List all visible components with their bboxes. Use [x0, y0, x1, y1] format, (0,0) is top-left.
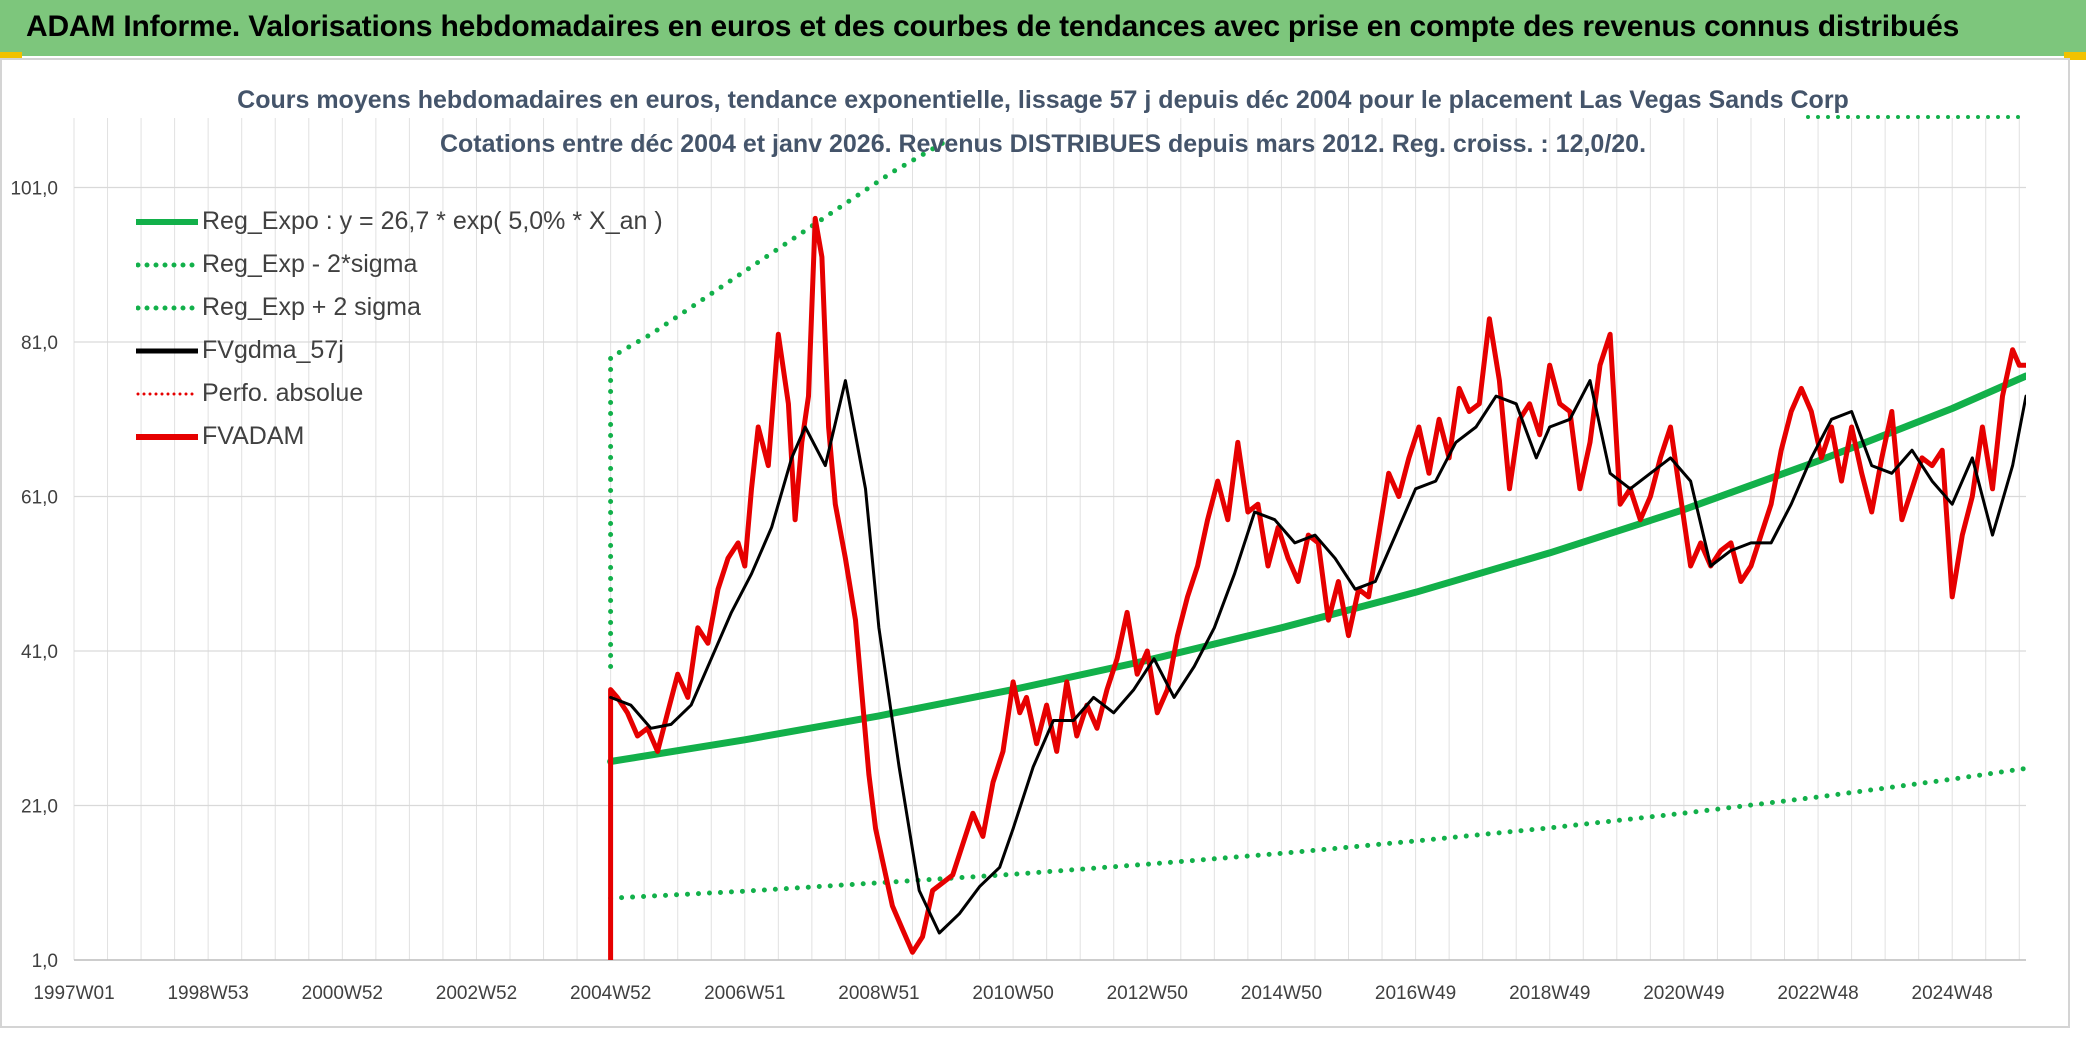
- series-reg-exp-plus-2sigma: [608, 138, 949, 669]
- corner-marker-right: [2064, 52, 2086, 60]
- legend-label-reg-expo: Reg_Expo : y = 26,7 * exp( 5,0% * X_an ): [202, 207, 663, 235]
- legend-label-fvadam: FVADAM: [202, 422, 305, 450]
- legend-item-perfo-absolue: Perfo. absolue: [136, 372, 663, 415]
- x-tick-label: 1998W53: [167, 983, 248, 1004]
- legend-item-fvgdma: FVgdma_57j: [136, 329, 663, 372]
- x-tick-label: 2024W48: [1912, 983, 1993, 1004]
- legend: Reg_Expo : y = 26,7 * exp( 5,0% * X_an )…: [136, 200, 663, 458]
- legend-swatch-perfo-absolue: [136, 392, 198, 395]
- x-tick-label: 2018W49: [1509, 983, 1590, 1004]
- legend-item-reg-exp-plus: Reg_Exp + 2 sigma: [136, 286, 663, 329]
- x-tick-label: 2020W49: [1643, 983, 1724, 1004]
- x-tick-label: 2006W51: [704, 983, 785, 1004]
- legend-swatch-reg-exp-minus: [136, 262, 198, 267]
- legend-item-reg-expo: Reg_Expo : y = 26,7 * exp( 5,0% * X_an ): [136, 200, 663, 243]
- chart-title: Cours moyens hebdomadaires en euros, ten…: [237, 86, 1849, 114]
- report-title: ADAM Informe. Valorisations hebdomadaire…: [26, 10, 1960, 43]
- legend-item-reg-exp-minus: Reg_Exp - 2*sigma: [136, 243, 663, 286]
- x-tick-label: 2010W50: [972, 983, 1053, 1004]
- chart-frame: [0, 58, 2070, 1028]
- legend-item-fvadam: FVADAM: [136, 415, 663, 458]
- series-layer: [607, 138, 2026, 960]
- y-tick-label: 1,0: [32, 951, 58, 972]
- x-tick-label: 1997W01: [33, 983, 114, 1004]
- legend-label-fvgdma: FVgdma_57j: [202, 336, 344, 364]
- legend-label-reg-exp-plus: Reg_Exp + 2 sigma: [202, 293, 421, 321]
- y-tick-label: 101,0: [10, 179, 58, 200]
- y-tick-label: 81,0: [21, 333, 58, 354]
- corner-marker-left: [0, 52, 22, 60]
- x-tick-label: 2022W48: [1777, 983, 1858, 1004]
- axis-ticks: 1,0 21,0 41,0 61,0 81,0 101,0 1997W01 1998W53 20…: [10, 115, 2026, 1004]
- x-tick-label: 2014W50: [1241, 983, 1322, 1004]
- y-tick-label: 41,0: [21, 642, 58, 663]
- legend-label-perfo-absolue: Perfo. absolue: [202, 379, 364, 407]
- x-tick-label: 2000W52: [302, 983, 383, 1004]
- legend-swatch-fvadam: [136, 433, 198, 440]
- series-reg-exp-minus-2sigma: [608, 765, 2026, 901]
- x-tick-label: 2012W50: [1107, 983, 1188, 1004]
- legend-label-reg-exp-minus: Reg_Exp - 2*sigma: [202, 250, 418, 278]
- chart-subtitle: Cotations entre déc 2004 et janv 2026. R…: [439, 130, 1647, 158]
- x-tick-label: 2016W49: [1375, 983, 1456, 1004]
- series-fvgdma-57j: [609, 379, 2026, 935]
- report-banner: ADAM Informe. Valorisations hebdomadaire…: [0, 0, 2086, 56]
- x-tick-label: 2004W52: [570, 983, 651, 1004]
- x-tick-label: 2002W52: [436, 983, 517, 1004]
- series-reg-expo: [607, 372, 2026, 765]
- legend-swatch-fvgdma: [136, 348, 198, 353]
- y-tick-label: 61,0: [21, 488, 58, 509]
- x-tick-label: 2008W51: [838, 983, 919, 1004]
- series-fvadam: [608, 215, 2026, 960]
- y-tick-label: 21,0: [21, 797, 58, 818]
- legend-swatch-reg-expo: [136, 218, 198, 225]
- grid: [73, 118, 2026, 961]
- legend-swatch-reg-exp-plus: [136, 305, 198, 310]
